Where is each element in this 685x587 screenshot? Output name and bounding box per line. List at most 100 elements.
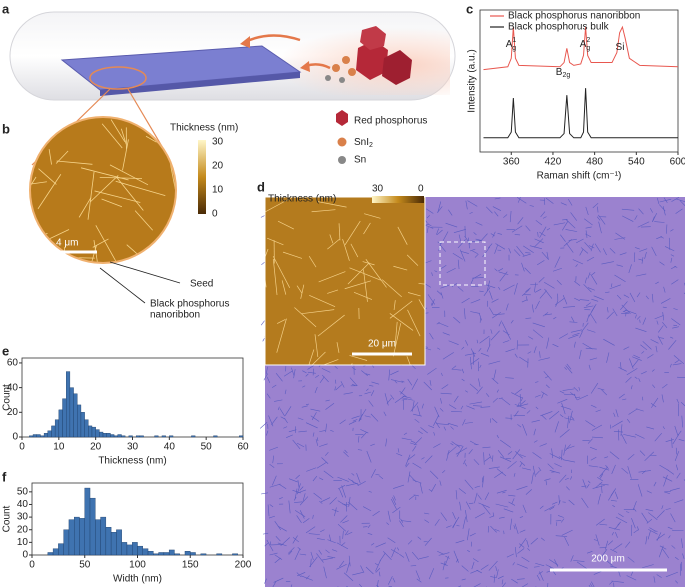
ribbon [461,565,469,572]
ribbon [662,321,668,328]
ribbon [660,298,671,304]
ribbon [584,277,587,284]
ribbon [440,512,448,521]
ribbon [405,454,411,466]
ribbon [497,449,505,458]
ribbon [611,283,613,288]
ribbon [568,499,575,506]
ribbon [671,196,680,202]
ribbon [502,491,506,494]
ribbon [536,574,541,581]
ribbon [452,516,460,528]
ribbon [387,510,391,522]
ribbon [37,174,62,210]
ribbon [336,542,349,550]
ribbon [334,366,338,369]
ribbon [296,515,302,523]
ribbon [594,243,601,253]
bar [113,435,118,438]
ribbon [670,229,674,232]
ribbon [381,279,402,298]
ribbon [288,478,298,483]
ribbon [572,259,584,265]
ribbon [389,313,414,331]
ribbon [570,555,574,562]
ribbon [370,413,379,422]
ribbon [316,538,325,541]
ribbon [505,303,509,311]
ribbon [474,253,479,258]
ribbon [476,339,479,344]
ribbon [92,238,109,248]
ribbon [511,225,523,233]
ribbon [564,536,570,546]
ribbon [556,279,562,285]
ribbon [675,580,679,584]
ribbon [549,506,555,511]
ribbon [421,457,425,460]
ribbon [397,448,400,453]
ribbon [604,291,610,294]
ribbon [665,508,671,510]
ribbon [319,501,323,504]
ribbon [674,499,684,504]
ribbon [465,340,469,346]
ribbon [268,515,276,519]
ribbon [670,254,675,257]
peak-label-sup: 1 [512,37,516,44]
ribbon [308,256,317,268]
bar [73,393,78,438]
ribbon [562,218,568,221]
ribbon [271,384,277,388]
ribbon [359,583,363,587]
bar [80,412,85,438]
bar [84,419,89,438]
ribbon [273,577,284,583]
ribbon [525,287,531,292]
ribbon [409,442,418,446]
colorbar-tick: 30 [372,184,384,195]
ribbon [601,485,603,494]
ribbon [392,497,397,506]
ribbon [366,450,372,463]
ribbon [572,332,580,336]
ribbon [365,259,387,288]
ribbon [503,508,514,513]
ribbon [516,340,518,350]
ribbon [169,164,175,196]
ribbon [450,443,454,446]
ribbon [609,247,616,254]
ribbon [464,235,471,245]
ribbon [417,536,422,540]
ribbon [535,381,539,383]
ribbon [312,475,318,482]
ribbon [624,309,637,315]
ribbon [266,393,271,399]
ribbon [662,206,666,216]
ribbon [40,246,55,251]
ribbon [499,456,512,462]
ribbon [291,367,295,376]
ribbon [297,417,304,421]
ribbon [676,398,680,404]
ribbon [498,320,502,327]
ribbon [544,288,553,299]
ribbon [266,376,271,383]
ribbon [493,574,496,583]
ribbon [499,271,508,282]
ribbon [564,444,571,452]
bar [239,435,244,438]
x-axis-label: Width (nm) [113,574,162,585]
ribbon [363,222,371,235]
ribbon [597,387,605,391]
ribbon [639,248,648,252]
ribbon [294,307,317,328]
ribbon [492,455,494,462]
ribbon [415,570,421,580]
ribbon [436,290,442,295]
ribbon [593,570,602,575]
ribbon [399,520,404,528]
ribbon [419,556,429,560]
scale-bar-label: 200 μm [591,554,625,565]
ribbon [440,245,446,252]
